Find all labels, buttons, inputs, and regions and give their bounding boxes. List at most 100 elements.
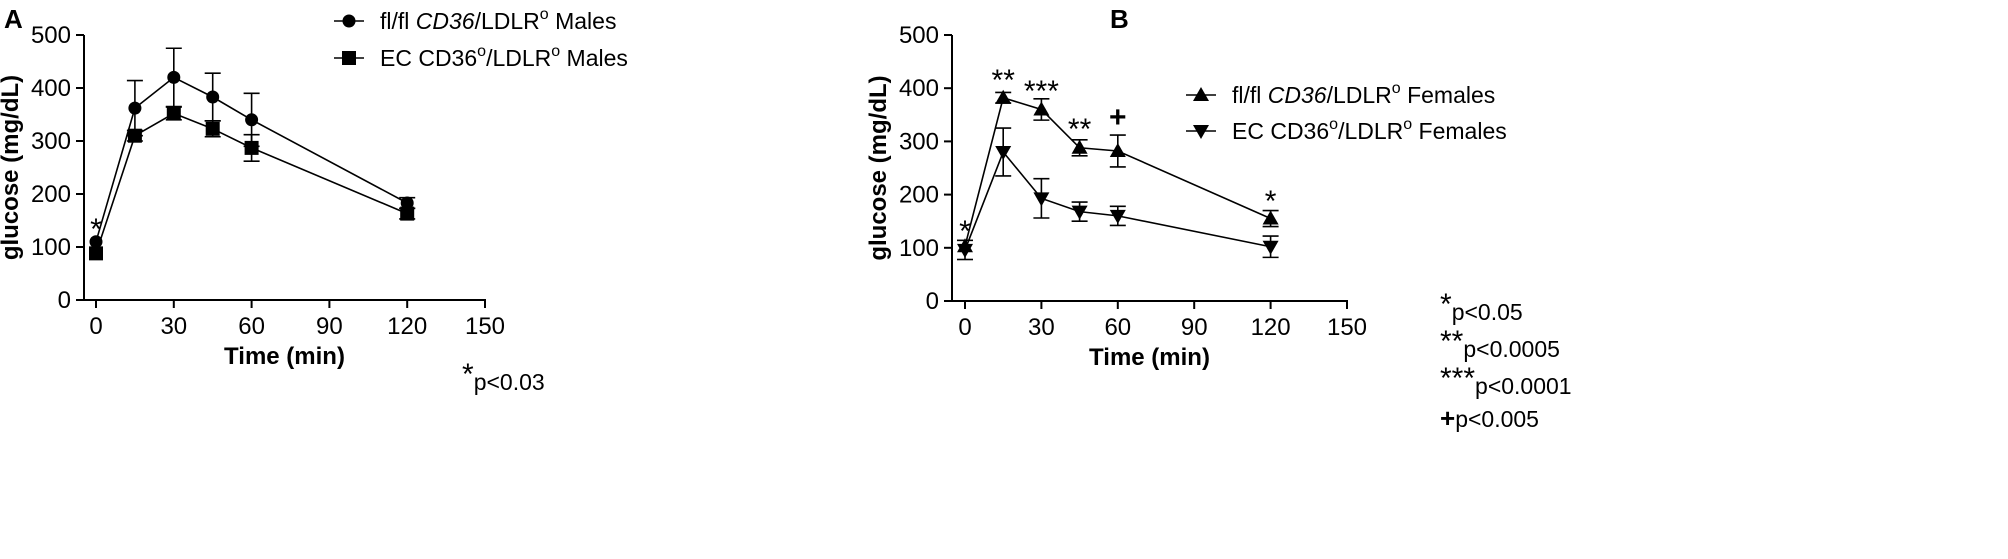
p-value-symbol: *: [1440, 288, 1452, 321]
data-point: [1109, 209, 1126, 224]
data-point: [206, 90, 220, 104]
significance-marker: **: [992, 64, 1016, 97]
panel-b: B 0 100 200 300 400 500 0 30 60 90 120 150 Time (min…: [865, 4, 1572, 433]
significance-marker: +: [1109, 101, 1127, 134]
data-point: [166, 106, 181, 121]
panel-b-letter: B: [1110, 4, 1129, 34]
legend-label: fl/fl CD36/LDLRo Males: [380, 6, 616, 34]
x-axis-title: Time (min): [1089, 344, 1210, 371]
legend-text-part: Males: [560, 45, 628, 71]
series-1: [89, 106, 416, 261]
legend-text-part: /LDLR: [1338, 118, 1403, 144]
y-axis-title: glucose (mg/dL): [0, 75, 24, 260]
series-1: [957, 127, 1279, 261]
legend-text-part: /LDLR: [1327, 82, 1392, 108]
data-point: [1109, 142, 1126, 157]
data-point: [957, 243, 973, 258]
x-axis-title: Time (min): [224, 343, 345, 370]
y-tick-label: 100: [31, 234, 71, 261]
data-point: [1262, 240, 1279, 255]
series-line: [95, 112, 408, 254]
significance-marker: *: [959, 215, 971, 248]
x-tick-label: 120: [1251, 314, 1291, 341]
panel-a-letter: A: [4, 4, 23, 34]
legend-marker: [342, 51, 356, 65]
y-tick-label: 500: [31, 22, 71, 49]
series-0: [89, 47, 416, 249]
data-point: [89, 246, 103, 261]
data-point: [1033, 101, 1050, 116]
legend-superscript: o: [551, 43, 560, 60]
x-tick-label: 30: [1028, 314, 1055, 341]
legend-text-part: /LDLR: [475, 8, 540, 34]
y-tick-label: 500: [899, 22, 939, 49]
x-tick-label: 60: [238, 313, 265, 340]
p-value-text: p<0.03: [474, 369, 545, 395]
significance-marker: *: [90, 213, 102, 246]
data-point: [167, 70, 181, 84]
legend-text-part: /LDLR: [486, 45, 551, 71]
series-line: [964, 150, 1271, 251]
legend-marker: [1193, 125, 1209, 139]
legend-text-part: EC CD36: [1232, 118, 1329, 144]
significance-marker: ***: [1024, 75, 1059, 108]
p-value-symbol: ***: [1440, 362, 1475, 395]
y-tick-label: 200: [31, 181, 71, 208]
data-point: [400, 206, 415, 221]
data-point: [400, 196, 414, 210]
p-value-symbol: **: [1440, 325, 1464, 358]
data-point: [128, 101, 142, 115]
legend-text-part: Females: [1401, 82, 1496, 108]
legend-superscript: o: [1329, 116, 1338, 133]
y-tick-label: 300: [899, 128, 939, 155]
p-value-note: +p<0.005: [1440, 403, 1539, 433]
legend-marker: [1193, 87, 1209, 101]
legend-superscript: o: [540, 6, 549, 23]
y-axis-title: glucose (mg/dL): [865, 75, 892, 260]
x-tick-label: 30: [160, 313, 187, 340]
x-tick-label: 150: [1327, 314, 1367, 341]
legend-label: EC CD36o/LDLRo Males: [380, 43, 628, 71]
p-value-text: p<0.0001: [1475, 373, 1572, 399]
data-point: [1071, 205, 1088, 220]
data-point: [1262, 210, 1279, 225]
p-value-note: **p<0.0005: [1440, 325, 1560, 362]
data-point: [127, 128, 142, 143]
legend-text-part: Females: [1412, 118, 1507, 144]
data-point: [995, 146, 1012, 161]
data-point: [244, 140, 259, 155]
x-tick-label: 150: [465, 313, 505, 340]
legend-superscript: o: [477, 43, 486, 60]
p-value-symbol: *: [462, 358, 474, 391]
p-value-symbol: +: [1440, 403, 1455, 433]
x-tick-label: 90: [316, 313, 343, 340]
legend-text-part: Males: [549, 8, 617, 34]
x-tick-label: 90: [1181, 314, 1208, 341]
y-tick-label: 300: [31, 128, 71, 155]
y-tick-label: 200: [899, 182, 939, 209]
x-tick-label: 0: [958, 314, 971, 341]
p-value-note: *p<0.05: [1440, 288, 1523, 325]
data-point: [1071, 139, 1088, 154]
legend-text-part: fl/fl: [1232, 82, 1268, 108]
legend-label: EC CD36o/LDLRo Females: [1232, 116, 1507, 144]
p-value-text: p<0.0005: [1463, 336, 1560, 362]
data-point: [205, 121, 220, 136]
data-point: [245, 113, 259, 127]
x-tick-label: 120: [387, 313, 427, 340]
significance-marker: *: [1265, 185, 1277, 218]
p-value-text: p<0.05: [1452, 299, 1523, 325]
panel-a: A 0 100 200 300 400 500 0 30 60 90 120 150 Time (min…: [0, 4, 628, 395]
x-tick-label: 60: [1104, 314, 1131, 341]
legend-superscript: o: [1403, 116, 1412, 133]
data-point: [995, 89, 1012, 104]
legend-marker: [342, 14, 356, 28]
legend-superscript: o: [1392, 80, 1401, 97]
legend-text-italic: CD36: [1268, 82, 1327, 108]
legend-text-part: EC CD36: [380, 45, 477, 71]
legend-label: fl/fl CD36/LDLRo Females: [1232, 80, 1495, 108]
y-tick-label: 100: [899, 235, 939, 262]
y-tick-label: 0: [926, 288, 939, 315]
significance-marker: **: [1068, 113, 1092, 146]
legend-text-italic: CD36: [416, 8, 475, 34]
